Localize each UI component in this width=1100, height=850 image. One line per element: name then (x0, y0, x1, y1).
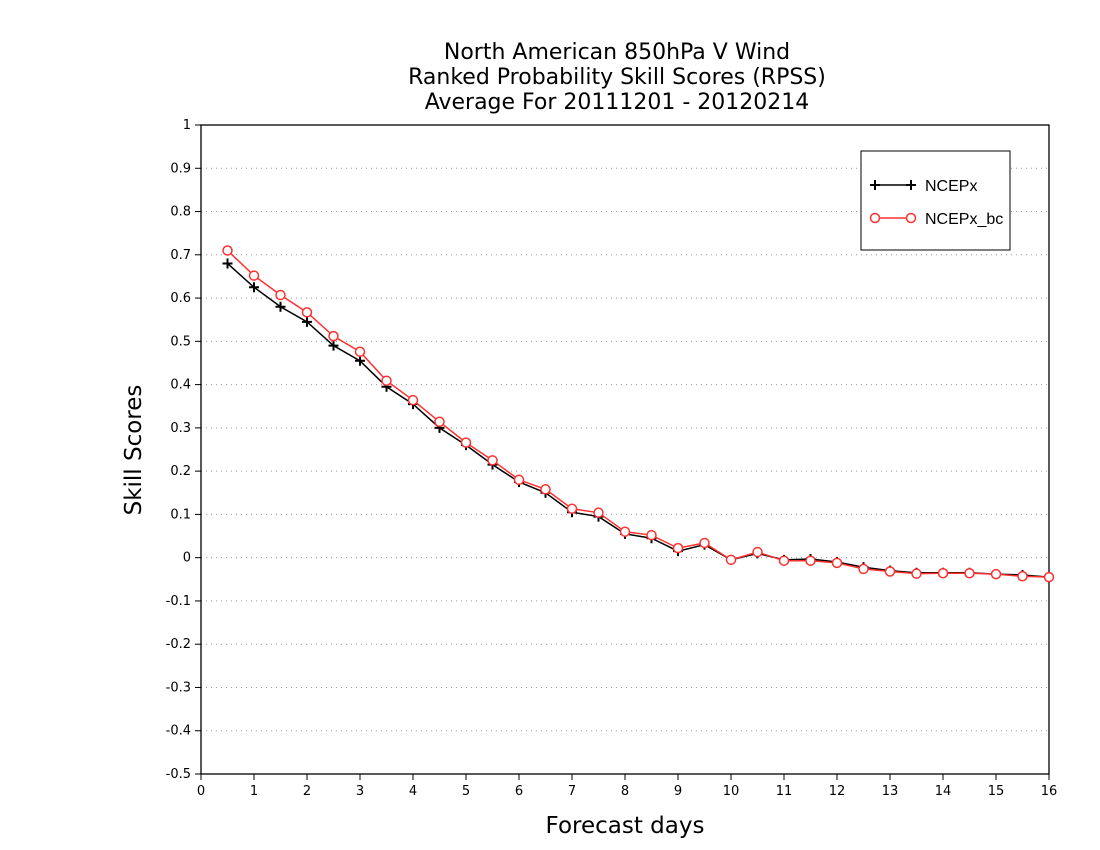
axis-ticks: -0.5 -0.4 -0.3 -0.2 -0.1 0 0.1 0.2 0.3 0.4 0.5 0.6 0… (166, 118, 1058, 799)
data-point-ncepx-bc (778, 555, 790, 566)
data-point-ncepx-bc (487, 455, 498, 466)
y-tick-label: 1 (183, 118, 191, 133)
data-point-ncepx-bc (964, 567, 975, 579)
data-point-ncepx-bc (593, 507, 604, 518)
data-point-ncepx-bc (911, 568, 922, 579)
y-tick-label: -0.2 (166, 637, 191, 652)
x-tick-label: 11 (776, 784, 793, 799)
data-point-ncepx-bc (672, 542, 684, 554)
data-point-ncepx (275, 301, 286, 312)
chart-title-line-2: Ranked Probability Skill Scores (RPSS) (408, 65, 826, 90)
x-axis-label: Forecast days (546, 813, 705, 839)
y-tick-label: 0.5 (170, 334, 191, 349)
y-tick-label: 0.4 (170, 378, 191, 393)
y-tick-label: 0.7 (170, 248, 191, 263)
x-tick-label: 9 (674, 784, 682, 799)
data-point-ncepx-bc (752, 546, 763, 558)
data-point-ncepx-bc (460, 437, 472, 448)
x-tick-label: 5 (462, 784, 470, 799)
x-tick-label: 2 (303, 784, 311, 799)
y-axis-label: Skill Scores (121, 385, 147, 516)
chart-title-line-3: Average For 20111201 - 20120214 (425, 90, 810, 115)
series-group (222, 245, 1055, 583)
y-tick-label: 0.6 (170, 291, 191, 306)
x-tick-label: 0 (197, 784, 205, 799)
data-point-ncepx-bc (434, 416, 445, 428)
y-tick-label: 0 (183, 551, 191, 566)
y-tick-label: 0.1 (170, 507, 191, 522)
legend: NCEPx NCEPx_bc (860, 150, 1011, 251)
x-tick-label: 10 (723, 784, 740, 799)
x-tick-label: 13 (882, 784, 899, 799)
data-point-ncepx-bc (858, 563, 869, 575)
data-point-ncepx-bc (566, 503, 578, 515)
data-point-ncepx-bc (275, 289, 286, 301)
data-point-ncepx-bc (1017, 571, 1028, 582)
legend-label-ncepx-bc: NCEPx_bc (925, 211, 1003, 228)
x-tick-label: 7 (568, 784, 576, 799)
y-tick-label: 0.2 (170, 464, 191, 479)
x-tick-label: 12 (829, 784, 846, 799)
x-tick-label: 4 (409, 784, 417, 799)
data-point-ncepx-bc (699, 537, 710, 549)
x-tick-label: 6 (515, 784, 523, 799)
x-tick-label: 8 (621, 784, 629, 799)
data-point-ncepx (355, 355, 365, 366)
x-tick-label: 3 (356, 784, 364, 799)
data-point-ncepx-bc (381, 375, 392, 386)
x-tick-label: 15 (988, 784, 1005, 799)
series-line-ncepx (226, 262, 1050, 578)
data-point-ncepx-bc (646, 529, 657, 541)
y-tick-label: -0.4 (166, 724, 191, 739)
grid (201, 167, 1049, 732)
x-tick-label: 16 (1041, 784, 1058, 799)
data-point-ncepx-bc (805, 555, 816, 566)
data-point-ncepx-bc (407, 394, 419, 406)
y-tick-label: 0.9 (170, 161, 191, 176)
data-point-ncepx-bc (937, 567, 949, 579)
data-point-ncepx (302, 316, 312, 327)
data-point-ncepx (328, 340, 339, 351)
y-tick-label: 0.3 (170, 421, 191, 436)
data-point-ncepx (222, 258, 233, 269)
y-tick-label: 0.8 (170, 205, 191, 220)
data-point-ncepx-bc (1043, 571, 1055, 583)
y-tick-label: -0.5 (166, 767, 191, 782)
data-point-ncepx-bc (990, 568, 1002, 580)
data-point-ncepx-bc (540, 484, 551, 495)
series-line-ncepx-bc (226, 249, 1050, 578)
x-tick-label: 14 (935, 784, 952, 799)
legend-label-ncepx: NCEPx (925, 178, 977, 195)
data-point-ncepx-bc (248, 270, 260, 281)
legend-circle-marker-icon (869, 212, 881, 224)
y-tick-label: -0.3 (166, 680, 191, 695)
data-point-ncepx-bc (354, 346, 366, 357)
y-tick-label: -0.1 (166, 594, 191, 609)
chart-title-line-1: North American 850hPa V Wind (444, 40, 790, 65)
data-point-ncepx-bc (884, 566, 896, 577)
data-point-ncepx-bc (725, 554, 737, 566)
data-point-ncepx-bc (222, 245, 233, 256)
data-point-ncepx (249, 282, 259, 293)
legend-plus-marker-icon (870, 180, 916, 190)
legend-circle-marker-icon (905, 212, 917, 224)
data-point-ncepx-bc (513, 474, 525, 486)
legend-box (860, 150, 1011, 251)
data-point-ncepx-bc (301, 307, 313, 318)
data-point-ncepx-bc (831, 557, 843, 569)
x-tick-label: 1 (250, 784, 258, 799)
data-point-ncepx-bc (328, 330, 339, 342)
data-point-ncepx-bc (619, 526, 631, 537)
